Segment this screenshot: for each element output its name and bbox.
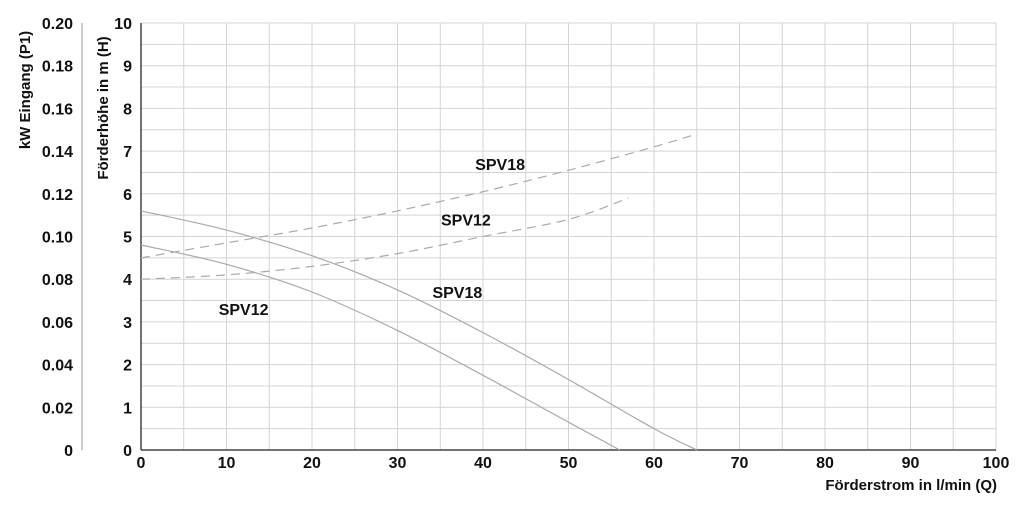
y-tick-label: 8 bbox=[123, 101, 132, 118]
curve-labels: SPV12 SPV18 SPV12 SPV18 bbox=[219, 157, 525, 319]
y-tick-label: 3 bbox=[123, 315, 132, 332]
curve-label-power-spv18: SPV18 bbox=[475, 157, 525, 174]
axes bbox=[81, 23, 996, 451]
y2-tick-label: 0.08 bbox=[42, 272, 73, 289]
y2-tick-label: 0.06 bbox=[42, 315, 73, 332]
x-tick-label: 100 bbox=[983, 455, 1010, 472]
x-tick-label: 70 bbox=[731, 455, 749, 472]
y2-axis-label: kW Eingang (P1) bbox=[17, 31, 34, 149]
y-tick-label: 4 bbox=[123, 272, 132, 289]
curve-power-spv18 bbox=[140, 133, 697, 259]
curve-head-spv12 bbox=[140, 244, 621, 451]
y-tick-label: 9 bbox=[123, 59, 132, 76]
y-tick-label: 0 bbox=[123, 443, 132, 460]
x-tick-label: 90 bbox=[902, 455, 920, 472]
tick-labels: 0 10 20 30 40 50 60 70 80 90 10001234567891000.020… bbox=[42, 16, 1010, 472]
y2-tick-label: 0.04 bbox=[42, 358, 73, 375]
y2-tick-label: 0.20 bbox=[42, 16, 73, 33]
curve-label-head-spv18: SPV18 bbox=[432, 285, 482, 302]
y-tick-label: 2 bbox=[123, 358, 132, 375]
y2-tick-label: 0.02 bbox=[42, 400, 73, 417]
y2-tick-label: 0.16 bbox=[42, 101, 73, 118]
curve-label-power-spv12: SPV12 bbox=[441, 212, 491, 229]
y2-tick-label: 0 bbox=[64, 443, 73, 460]
curves bbox=[140, 133, 698, 451]
y-tick-label: 7 bbox=[123, 144, 132, 161]
x-tick-label: 0 bbox=[137, 455, 146, 472]
x-tick-label: 50 bbox=[560, 455, 578, 472]
y2-tick-label: 0.14 bbox=[42, 144, 73, 161]
x-tick-label: 60 bbox=[645, 455, 663, 472]
x-tick-label: 40 bbox=[474, 455, 492, 472]
curve-power-spv12 bbox=[140, 197, 629, 280]
y-tick-label: 10 bbox=[114, 16, 132, 33]
y2-tick-label: 0.12 bbox=[42, 187, 73, 204]
x-tick-label: 30 bbox=[389, 455, 407, 472]
y2-tick-label: 0.18 bbox=[42, 59, 73, 76]
y2-tick-label: 0.10 bbox=[42, 230, 73, 247]
grid bbox=[140, 22, 997, 451]
curve-label-head-spv12: SPV12 bbox=[219, 302, 269, 319]
y-axis-label: Förderhöhe in m (H) bbox=[95, 36, 112, 179]
y-tick-label: 5 bbox=[123, 230, 132, 247]
curve-head-spv18 bbox=[140, 210, 698, 451]
y-tick-label: 6 bbox=[123, 187, 132, 204]
x-axis-label: Förderstrom in l/min (Q) bbox=[825, 477, 997, 494]
x-tick-label: 10 bbox=[218, 455, 236, 472]
y-tick-label: 1 bbox=[123, 400, 132, 417]
x-tick-label: 20 bbox=[303, 455, 321, 472]
x-tick-label: 80 bbox=[816, 455, 834, 472]
